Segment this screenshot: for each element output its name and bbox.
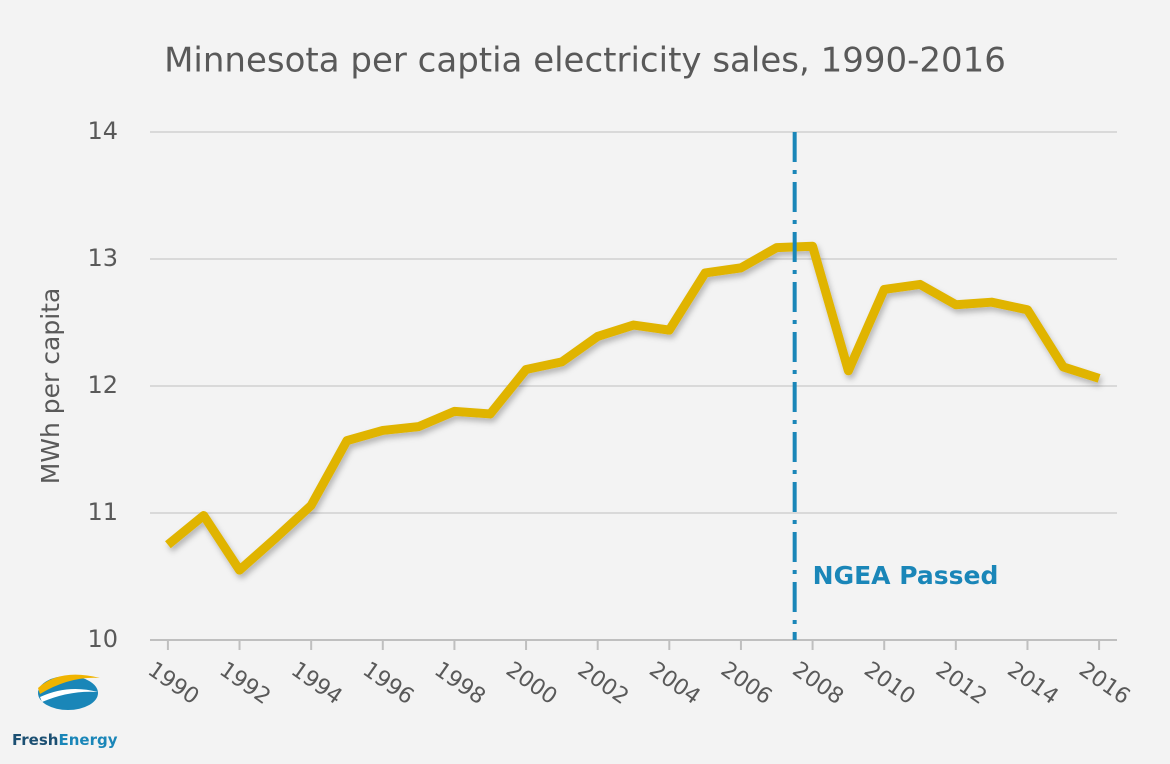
logo-mark <box>40 688 98 702</box>
y-tick-label: 13 <box>87 244 118 272</box>
logo-mark <box>38 674 100 694</box>
y-axis-label: MWh per capita <box>36 288 65 485</box>
y-tick-label: 11 <box>87 498 118 526</box>
y-tick-label: 12 <box>87 371 118 399</box>
y-tick-label: 10 <box>87 625 118 653</box>
line-series <box>165 241 1101 575</box>
logo-text: Energy <box>58 731 117 749</box>
logo-text: FreshEnergy <box>12 731 118 749</box>
annotation-label: NGEA Passed <box>813 561 999 590</box>
logo: FreshEnergy <box>12 674 118 749</box>
logo-text: Fresh <box>12 731 58 749</box>
chart-title: Minnesota per captia electricity sales, … <box>164 41 1006 81</box>
y-tick-label: 14 <box>87 117 118 145</box>
